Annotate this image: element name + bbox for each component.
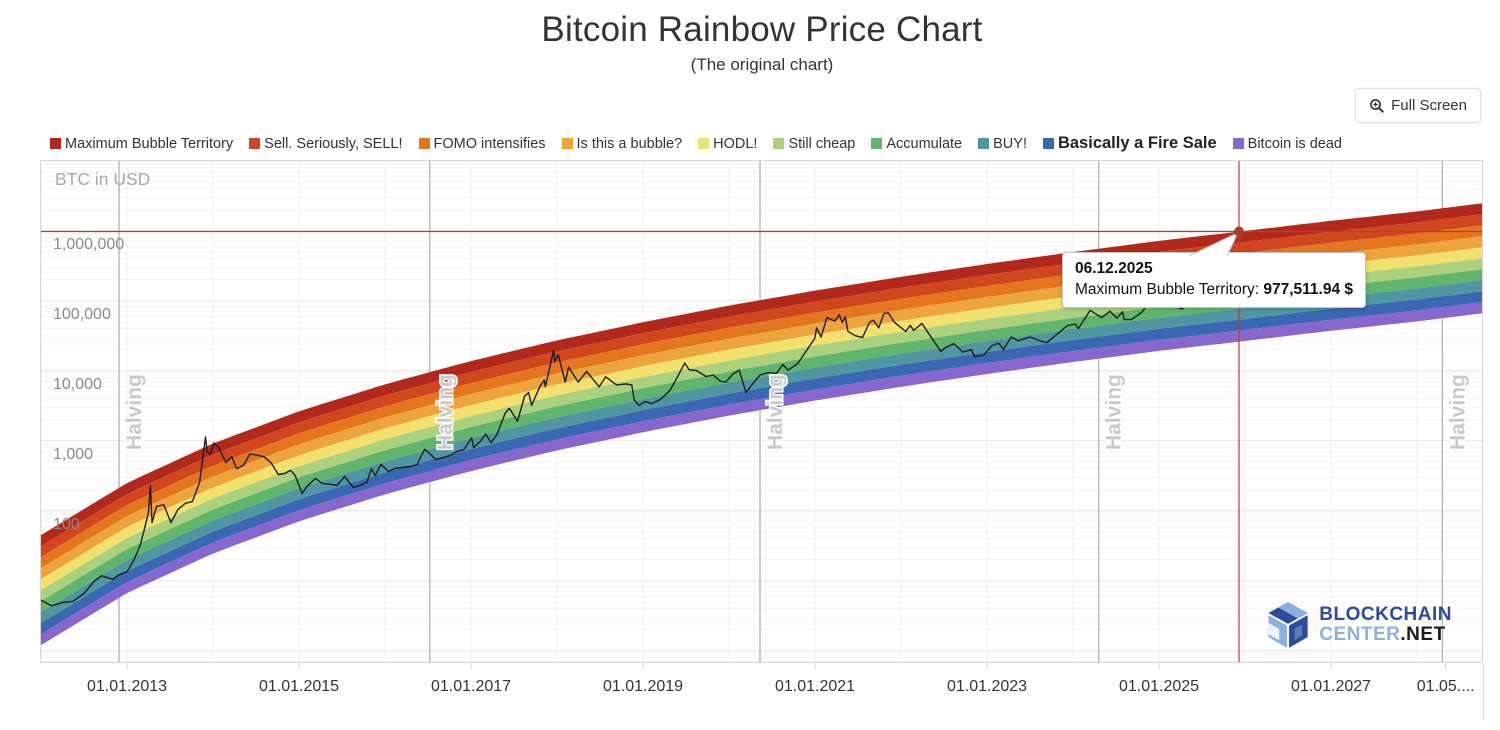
full-screen-label: Full Screen (1391, 97, 1467, 114)
legend: Maximum Bubble Territory Sell. Seriously,… (50, 134, 1480, 153)
legend-item[interactable]: Is this a bubble? (561, 135, 683, 152)
x-tick-label: 01.01.2019 (603, 678, 683, 695)
legend-swatch-icon (249, 138, 261, 149)
page-subtitle: (The original chart) (690, 55, 834, 74)
legend-item[interactable]: Maximum Bubble Territory (50, 136, 233, 152)
y-axis-title: BTC in USD (55, 169, 150, 189)
legend-swatch-icon (871, 138, 883, 149)
y-tick-label: 10,000 (53, 376, 102, 393)
brand-center: CENTER (1319, 624, 1401, 645)
y-tick-label: 1,000,000 (53, 236, 124, 253)
x-tick-label: 01.01.2021 (775, 678, 855, 695)
plot-border (40, 160, 1483, 663)
legend-item[interactable]: BUY! (978, 136, 1027, 152)
tooltip: 06.12.2025 Maximum Bubble Territory: 977… (1062, 252, 1367, 308)
halving-label: Halving (764, 374, 787, 450)
legend-swatch-icon (561, 138, 573, 149)
legend-item[interactable]: HODL! (698, 136, 757, 152)
legend-label: Still cheap (788, 135, 856, 152)
chart-right-border (1483, 663, 1484, 720)
tooltip-value: 977,511.94 $ (1263, 281, 1354, 298)
magnifier-plus-icon (1369, 98, 1385, 114)
plot-area[interactable]: Halving Halving Halving Halving Halving BTC i… (40, 160, 1484, 730)
legend-label: Maximum Bubble Territory (65, 135, 234, 152)
full-screen-button[interactable]: Full Screen (1355, 88, 1481, 123)
legend-label: HODL! (713, 135, 758, 152)
legend-item[interactable]: FOMO intensifies (418, 135, 546, 152)
tooltip-date: 06.12.2025 (1075, 260, 1153, 277)
halving-label: Halving (434, 374, 457, 450)
halving-label: Halving (1103, 374, 1126, 450)
x-tick-label: 01.01.2015 (259, 678, 339, 695)
legend-item[interactable]: Bitcoin is dead (1232, 135, 1342, 152)
legend-item[interactable]: Accumulate (871, 136, 962, 152)
halving-label: Halving (123, 374, 146, 450)
blockchaincenter-logo[interactable]: BLOCKCHAIN CENTER.NET (1265, 601, 1452, 649)
legend-swatch-icon (1042, 138, 1054, 149)
legend-label: Basically a Fire Sale (1057, 134, 1217, 152)
legend-label: BUY! (993, 135, 1027, 152)
x-tick-label: 01.01.2023 (947, 678, 1027, 695)
legend-item[interactable]: Basically a Fire Sale (1042, 134, 1217, 153)
brand-line1: BLOCKCHAIN (1319, 604, 1452, 626)
price-line (40, 293, 1240, 607)
x-tick-label: 01.01.2017 (431, 678, 511, 695)
halving-label: Halving (1446, 374, 1469, 450)
page-title: Bitcoin Rainbow Price Chart (541, 10, 983, 49)
x-tick-label: 01.01.2025 (1119, 678, 1199, 695)
y-tick-label: 1,000 (53, 446, 93, 463)
legend-label: Sell. Seriously, SELL! (264, 135, 403, 152)
brand-net: .NET (1400, 624, 1446, 645)
legend-swatch-icon (1232, 138, 1244, 149)
y-tick-label: 100 (53, 516, 80, 533)
legend-label: Accumulate (886, 135, 963, 152)
legend-item[interactable]: Still cheap (773, 136, 855, 152)
legend-swatch-icon (50, 138, 61, 149)
x-tick-label: 01.01.2013 (87, 678, 167, 695)
y-tick-label: 100,000 (53, 306, 111, 323)
legend-label: Bitcoin is dead (1247, 135, 1342, 152)
legend-swatch-icon (698, 138, 710, 149)
legend-swatch-icon (773, 138, 785, 149)
x-tick-label: 01.05.... (1417, 678, 1475, 695)
legend-swatch-icon (418, 138, 430, 149)
legend-label: Is this a bubble? (576, 135, 683, 152)
brand-line2: CENTER.NET (1319, 625, 1452, 645)
cube-icon (1265, 601, 1311, 649)
tooltip-value-line: Maximum Bubble Territory: 977,511.94 $ (1075, 281, 1353, 299)
legend-item[interactable]: Sell. Seriously, SELL! (249, 135, 403, 152)
legend-swatch-icon (978, 138, 990, 149)
x-tick-label: 01.01.2027 (1291, 678, 1371, 695)
tooltip-series-label: Maximum Bubble Territory: (1075, 281, 1264, 298)
legend-label: FOMO intensifies (433, 135, 546, 152)
